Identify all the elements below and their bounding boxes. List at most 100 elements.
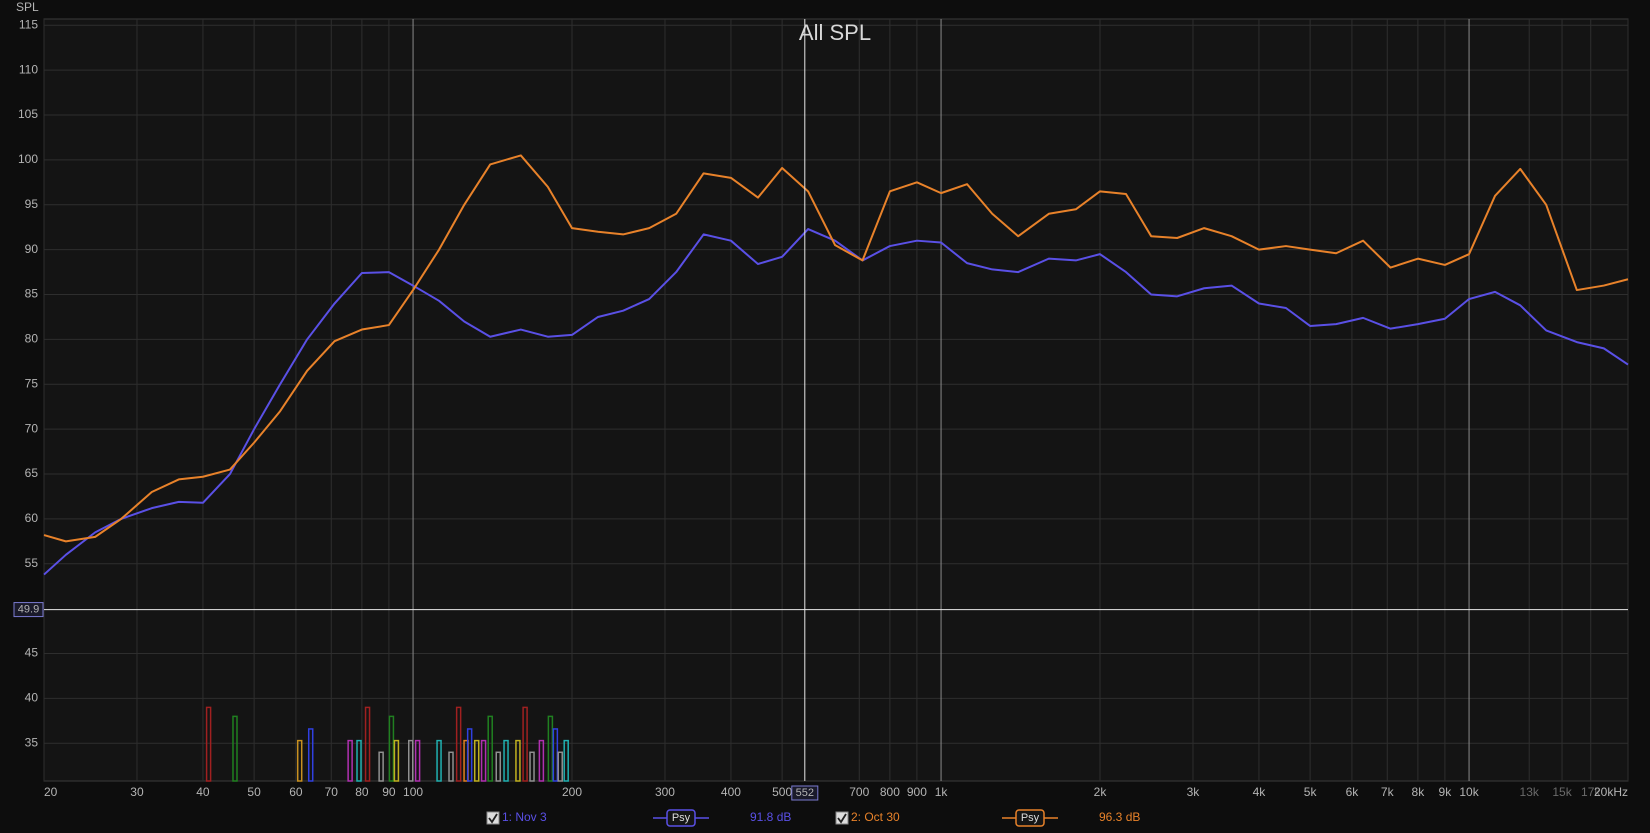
x-tick-label: 200 xyxy=(562,785,582,799)
filter-marker xyxy=(557,751,563,782)
x-tick-label: 20kHz xyxy=(1594,785,1628,799)
x-tick-label: 900 xyxy=(907,785,927,799)
legend-checkbox[interactable] xyxy=(486,811,500,825)
x-tick-label: 60 xyxy=(289,785,303,799)
y-tick-label: 40 xyxy=(25,691,39,705)
filter-marker xyxy=(503,739,509,782)
x-tick-label: 15k xyxy=(1552,785,1572,799)
x-tick-label: 70 xyxy=(325,785,339,799)
filter-marker xyxy=(436,739,442,782)
chart-title: All SPL xyxy=(799,20,871,45)
y-tick-label: 80 xyxy=(25,332,39,346)
x-tick-label: 2k xyxy=(1094,785,1108,799)
cursor-y-label: 49.9 xyxy=(18,603,39,615)
x-tick-label: 800 xyxy=(880,785,900,799)
cursor-x-label: 552 xyxy=(796,787,814,799)
filter-marker xyxy=(232,715,238,782)
x-tick-label: 500 xyxy=(772,785,792,799)
x-tick-label: 4k xyxy=(1253,785,1267,799)
filter-marker xyxy=(487,715,493,782)
filter-marker xyxy=(356,739,362,782)
filter-marker xyxy=(455,706,462,782)
filter-marker xyxy=(393,739,400,782)
y-tick-label: 35 xyxy=(25,735,39,749)
filter-marker xyxy=(495,751,502,782)
cursor-x-box xyxy=(791,785,819,801)
filter-marker xyxy=(538,739,545,782)
y-tick-label: 95 xyxy=(25,197,39,211)
filter-marker xyxy=(473,739,480,782)
y-tick-label: 115 xyxy=(19,17,38,31)
filter-marker xyxy=(364,706,371,782)
x-tick-label: 10k xyxy=(1459,785,1479,799)
filter-marker xyxy=(296,739,303,782)
legend-check xyxy=(837,813,847,824)
filter-marker xyxy=(408,739,414,782)
x-tick-label: 400 xyxy=(721,785,741,799)
legend-smoothing: Psy xyxy=(672,812,691,824)
x-tick-label: 6k xyxy=(1346,785,1360,799)
x-tick-label: 17k xyxy=(1581,785,1601,799)
x-tick-label: 80 xyxy=(355,785,369,799)
filter-marker xyxy=(480,739,487,782)
filter-marker xyxy=(307,728,314,782)
y-tick-label: 90 xyxy=(25,242,39,256)
x-tick-label: 700 xyxy=(849,785,869,799)
filter-marker xyxy=(388,715,395,782)
x-tick-label: 50 xyxy=(247,785,261,799)
legend-smoothing: Psy xyxy=(1021,812,1040,824)
x-tick-label: 9k xyxy=(1439,785,1453,799)
legend-level: 91.8 dB xyxy=(750,810,791,824)
x-tick-label: 1k xyxy=(935,785,949,799)
x-tick-label: 7k xyxy=(1381,785,1395,799)
data-line xyxy=(43,154,1629,543)
x-tick-label: 30 xyxy=(130,785,144,799)
x-tick-label: 3k xyxy=(1187,785,1201,799)
marks: 49.9 552 xyxy=(13,19,1629,801)
filter-marker xyxy=(414,739,421,782)
x-tick-label: 5k xyxy=(1304,785,1318,799)
legend-check xyxy=(488,813,498,824)
y-tick-label: 55 xyxy=(25,556,39,570)
filter-marker xyxy=(466,728,473,782)
filter-marker xyxy=(547,715,554,782)
filter-marker xyxy=(205,706,212,782)
x-tick-label: 20 xyxy=(44,785,58,799)
x-tick-label: 40 xyxy=(196,785,210,799)
y-tick-label: 45 xyxy=(25,646,39,660)
y-tick-label: 75 xyxy=(25,376,39,390)
x-tick-label: 300 xyxy=(655,785,675,799)
data-line xyxy=(43,228,1629,576)
y-tick-label: 60 xyxy=(25,511,39,525)
legend-label: 2: Oct 30 xyxy=(851,810,900,824)
filter-marker xyxy=(522,706,528,782)
legend-smoothing-box[interactable] xyxy=(1015,809,1045,827)
filter-marker xyxy=(529,751,535,782)
filter-marker xyxy=(378,751,384,782)
y-tick-label: 70 xyxy=(25,421,39,435)
legend-label: 1: Nov 3 xyxy=(502,810,547,824)
y-axis-label: SPL xyxy=(16,0,39,14)
y-tick-label: 105 xyxy=(18,107,38,121)
x-tick-label: 90 xyxy=(382,785,396,799)
legend-level: 96.3 dB xyxy=(1099,810,1140,824)
filter-marker xyxy=(563,739,569,782)
filter-marker xyxy=(448,751,454,782)
filter-marker xyxy=(515,739,521,782)
x-tick-label: 8k xyxy=(1412,785,1426,799)
legend-checkbox[interactable] xyxy=(835,811,849,825)
y-tick-label: 65 xyxy=(25,466,39,480)
x-tick-label: 100 xyxy=(403,785,423,799)
y-tick-label: 100 xyxy=(18,152,38,166)
cursor-y-box xyxy=(13,602,44,618)
y-tick-label: 85 xyxy=(25,287,39,301)
x-tick-label: 13k xyxy=(1520,785,1540,799)
filter-marker xyxy=(347,739,353,782)
filter-marker xyxy=(552,728,559,782)
plot-area xyxy=(43,18,1629,782)
legend: 1: Nov 3 Psy 91.8 dB 2: Oct 30 Psy 96.3 dB xyxy=(486,809,1140,827)
legend-smoothing-box[interactable] xyxy=(666,809,696,827)
y-tick-label: 110 xyxy=(19,62,38,76)
